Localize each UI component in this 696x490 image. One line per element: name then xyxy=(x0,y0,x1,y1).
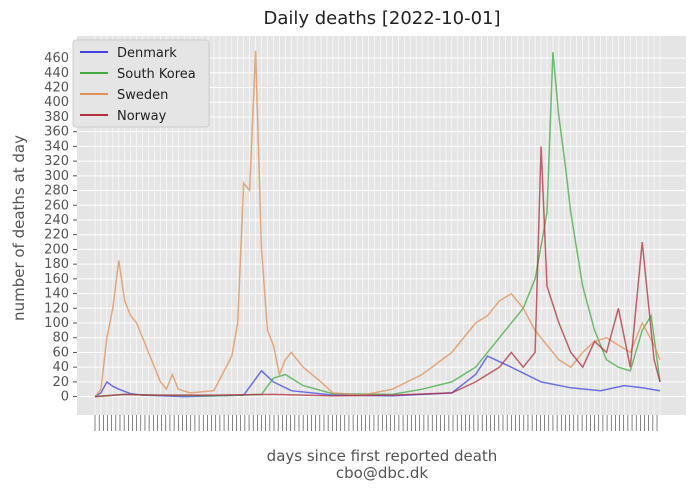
legend-box xyxy=(72,39,210,128)
y-tick-label: 400 xyxy=(44,95,69,110)
grid xyxy=(77,36,686,415)
y-tick-label: 40 xyxy=(52,360,69,375)
y-tick-label: 300 xyxy=(44,169,69,184)
y-tick-label: 420 xyxy=(44,81,69,96)
credit-label: cbo@dbc.dk xyxy=(336,464,429,482)
legend-label-norway: Norway xyxy=(117,109,167,124)
y-tick-label: 460 xyxy=(44,51,69,66)
y-tick-label: 220 xyxy=(44,228,69,243)
y-tick-label: 200 xyxy=(44,242,69,257)
y-tick-label: 20 xyxy=(52,375,69,390)
y-axis-label: number of deaths at day xyxy=(10,135,28,321)
y-tick-label: 360 xyxy=(44,125,69,140)
series-group xyxy=(94,50,661,398)
legend-label-sweden: Sweden xyxy=(117,88,168,103)
series-line-sweden xyxy=(94,50,661,398)
y-tick-label: 140 xyxy=(44,287,69,302)
y-tick-label: 60 xyxy=(52,345,69,360)
x-axis-label: days since first reported death xyxy=(267,447,498,465)
x-ticks xyxy=(94,415,658,431)
y-tick-label: 100 xyxy=(44,316,69,331)
series-line-denmark xyxy=(94,355,661,398)
y-tick-label: 160 xyxy=(44,272,69,287)
y-tick-label: 80 xyxy=(52,331,69,346)
y-tick-label: 120 xyxy=(44,301,69,316)
legend-entry-sweden: Sweden xyxy=(80,88,168,103)
y-tick-label: 260 xyxy=(44,198,69,213)
series-line-norway xyxy=(94,146,661,398)
chart-title: Daily deaths [2022-10-01] xyxy=(263,8,500,29)
legend-entry-denmark: Denmark xyxy=(80,46,177,61)
legend: Denmark South Korea Sweden Norway xyxy=(72,39,210,128)
y-tick-label: 440 xyxy=(44,66,69,81)
legend-label-denmark: Denmark xyxy=(117,46,177,61)
legend-entry-norway: Norway xyxy=(80,109,167,124)
legend-label-south-korea: South Korea xyxy=(117,67,196,82)
y-tick-label: 320 xyxy=(44,154,69,169)
y-tick-label: 380 xyxy=(44,110,69,125)
y-tick-label: 340 xyxy=(44,139,69,154)
y-tick-label: 280 xyxy=(44,184,69,199)
legend-entry-south-korea: South Korea xyxy=(80,67,196,82)
y-ticks: 0204060801001201401601802002202402602803… xyxy=(44,51,77,405)
y-tick-label: 180 xyxy=(44,257,69,272)
y-tick-label: 0 xyxy=(61,390,69,405)
y-tick-label: 240 xyxy=(44,213,69,228)
